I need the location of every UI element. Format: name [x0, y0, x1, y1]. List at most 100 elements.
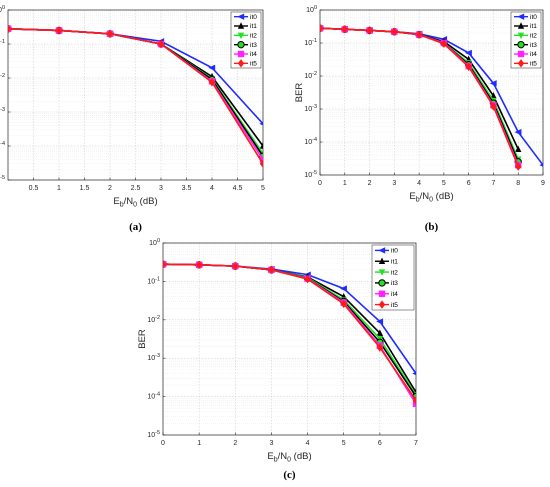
y-tick-label: 100	[149, 238, 160, 247]
data-point-it0	[514, 128, 522, 136]
legend-marker-it2	[237, 32, 245, 40]
data-point-it5	[208, 78, 216, 87]
legend-marker-it4	[237, 50, 245, 58]
series-it5	[320, 24, 522, 171]
data-point-it5	[163, 260, 167, 269]
axes-frame	[162, 242, 417, 436]
series-line-it5	[8, 27, 263, 165]
x-tick-label: 0	[318, 180, 322, 187]
y-tick-label: 10-3	[147, 353, 160, 362]
y-axis-label: BER	[294, 83, 305, 103]
data-point-it5	[304, 274, 311, 284]
legend-label-it2: it2	[250, 33, 257, 40]
legend: it0 it1 it2 it3 it4 it5	[230, 11, 262, 69]
axes-frame	[319, 9, 544, 176]
panel-caption: (a)	[129, 221, 142, 233]
x-tick-label: 3	[159, 185, 163, 192]
legend-box	[230, 11, 262, 69]
data-point-it5	[232, 261, 239, 271]
legend-marker-it0	[237, 13, 245, 20]
legend-label-it2: it2	[530, 33, 537, 40]
data-point-it4	[412, 400, 416, 407]
legend-marker-it1	[378, 257, 386, 264]
legend-label-it3: it3	[530, 42, 537, 49]
data-point-it0	[259, 122, 263, 126]
y-tick-label: 10-1	[304, 38, 317, 47]
data-point-it5	[320, 24, 324, 33]
y-tick-label: 100	[306, 5, 317, 14]
y-tick-label: 10-2	[147, 315, 160, 324]
data-point-it5	[340, 299, 347, 309]
y-tick-label: 10-1	[0, 39, 5, 48]
legend-marker-it5	[378, 300, 386, 309]
x-tick-label: 5	[261, 185, 265, 192]
legend-label-it0: it0	[391, 248, 398, 255]
legend-marker-it5	[517, 59, 525, 68]
data-point-it1	[515, 145, 522, 153]
x-tick-label: 4	[306, 440, 310, 447]
data-point-it0	[539, 163, 543, 167]
data-point-it1	[259, 142, 263, 149]
x-tick-label: 0.5	[29, 185, 39, 192]
data-point-it5	[376, 343, 384, 352]
data-point-it0	[208, 64, 216, 71]
x-tick-label: 6	[378, 440, 382, 447]
x-tick-label: 4	[210, 185, 214, 192]
x-axis-label: Eb/N0 (dB)	[113, 196, 157, 209]
x-tick-label: 4	[417, 180, 421, 187]
data-point-it5	[515, 162, 522, 171]
legend-label-it4: it4	[530, 51, 537, 58]
chart-panel-3: 0 1 2 3 4 5 6 7 10-5 10-4 10-3 10-2 10-1 100 BER Eb/N0 …	[137, 238, 418, 481]
x-tick-label: 1	[343, 180, 347, 187]
y-tick-label: 10-2	[304, 71, 317, 80]
data-point-it5	[8, 24, 12, 33]
legend-marker-it3	[517, 40, 525, 49]
x-tick-label: 6	[467, 180, 471, 187]
data-point-it0	[464, 49, 472, 57]
legend-marker-it0	[517, 13, 525, 20]
y-tick-label: 100	[0, 5, 5, 14]
series-line-it5	[163, 263, 416, 401]
legend-label-it0: it0	[250, 14, 257, 21]
y-tick-label: 10-5	[147, 430, 160, 439]
y-tick-label: 10-2	[0, 73, 5, 82]
data-point-it5	[268, 265, 275, 275]
y-tick-label: 10-1	[147, 276, 160, 285]
legend-label-it2: it2	[391, 269, 398, 276]
data-point-it5	[106, 29, 114, 38]
x-tick-label: 2	[233, 440, 237, 447]
legend-label-it5: it5	[530, 61, 537, 68]
x-tick-label: 3	[392, 180, 396, 187]
data-point-it5	[412, 396, 416, 405]
chart-panel-1: 0.5 1 1.5 2 2.5 3 3.5 4 4.5 5 10-5 10-4 10-3 10-2 10-1…	[0, 5, 265, 233]
legend-marker-it4	[378, 290, 386, 297]
legend-label-it4: it4	[391, 291, 398, 298]
x-tick-label: 7	[414, 440, 418, 447]
legend-label-it3: it3	[250, 42, 257, 49]
data-point-it5	[341, 25, 348, 34]
data-point-it0	[489, 80, 497, 87]
legend-label-it0: it0	[530, 14, 537, 21]
x-tick-label: 2	[108, 185, 112, 192]
legend-label-it5: it5	[391, 302, 398, 309]
data-point-it5	[490, 102, 497, 111]
y-tick-label: 10-5	[304, 170, 317, 179]
data-point-it5	[465, 62, 472, 72]
legend-marker-it2	[517, 32, 525, 40]
data-point-it5	[157, 39, 165, 49]
y-axis-label: BER	[137, 329, 148, 349]
data-point-it5	[259, 159, 263, 168]
legend-marker-it1	[237, 22, 245, 29]
y-tick-label: 10-4	[0, 141, 5, 150]
legend: it0 it1 it2 it3 it4 it5	[510, 11, 542, 69]
x-tick-label: 1	[197, 440, 201, 447]
y-tick-label: 10-3	[304, 104, 317, 113]
legend-marker-it4	[517, 50, 525, 58]
series-it5	[163, 260, 416, 405]
y-tick-label: 10-5	[0, 175, 5, 184]
x-tick-label: 9	[541, 180, 545, 187]
legend-marker-it3	[237, 40, 245, 49]
legend-label-it3: it3	[391, 280, 398, 287]
legend-label-it4: it4	[250, 51, 257, 58]
